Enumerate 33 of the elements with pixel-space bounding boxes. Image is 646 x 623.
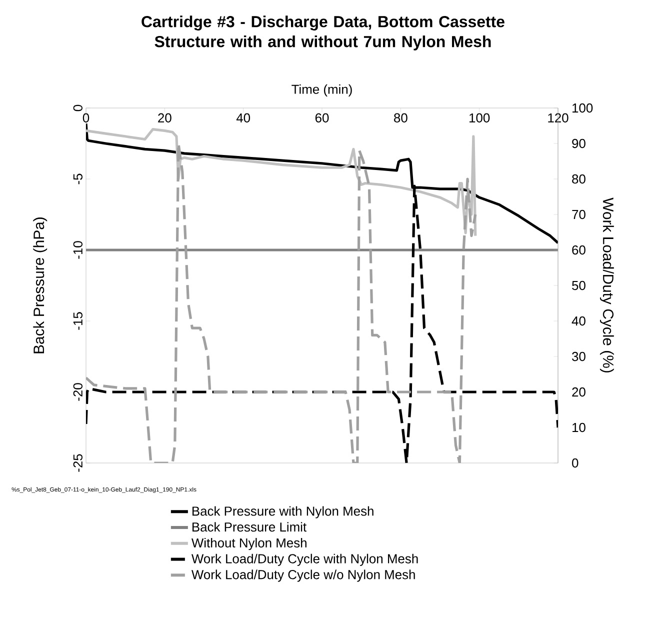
y2-tick-label: 30 — [572, 352, 586, 362]
x-tick-label: 100 — [470, 113, 490, 122]
chart-title: Cartridge #3 - Discharge Data, Bottom Cassette Structure with and without 7um Nylon Mesh — [142, 16, 504, 50]
x-tick-label: 60 — [315, 113, 329, 122]
y2-tick-label: 100 — [572, 103, 593, 113]
y-tick-label: -15 — [73, 312, 82, 330]
x-tick-label: 80 — [394, 113, 408, 122]
y2-tick-label: 60 — [572, 245, 586, 255]
y-tick-label: -5 — [73, 174, 82, 184]
y2-tick-label: 90 — [572, 138, 586, 148]
x-tick-label: 120 — [548, 113, 568, 122]
y-tick-label: -25 — [73, 454, 82, 472]
legend-label: Without Nylon Mesh — [191, 538, 306, 550]
y2-tick-label: 40 — [572, 316, 586, 326]
y2-tick-label: 70 — [572, 210, 586, 220]
y2-tick-label: 80 — [572, 174, 586, 184]
y2-tick-label: 0 — [572, 458, 578, 468]
legend-label: Back Pressure Limit — [192, 522, 306, 532]
y2-tick-label: 50 — [572, 280, 586, 290]
y2-tick-label: 20 — [572, 387, 586, 397]
y2-axis-title: Work Load/Duty Cycle (%) — [600, 198, 614, 372]
y-tick-label: 0 — [73, 104, 82, 112]
x-tick-label: 40 — [236, 113, 250, 122]
y-tick-label: -10 — [73, 241, 82, 259]
x-tick-label: 20 — [158, 113, 172, 122]
legend-label: Work Load/Duty Cycle with Nylon Mesh — [191, 554, 418, 566]
x-axis-title: Time (min) — [292, 84, 352, 96]
y2-tick-label: 10 — [572, 422, 586, 432]
x-tick-label: 0 — [82, 113, 90, 122]
legend-label: Work Load/Duty Cycle w/o Nylon Mesh — [191, 570, 415, 582]
legend-label: Back Pressure with Nylon Mesh — [192, 506, 374, 518]
y-axis-title: Back Pressure (hPa) — [33, 218, 48, 354]
y-tick-label: -20 — [73, 383, 82, 401]
